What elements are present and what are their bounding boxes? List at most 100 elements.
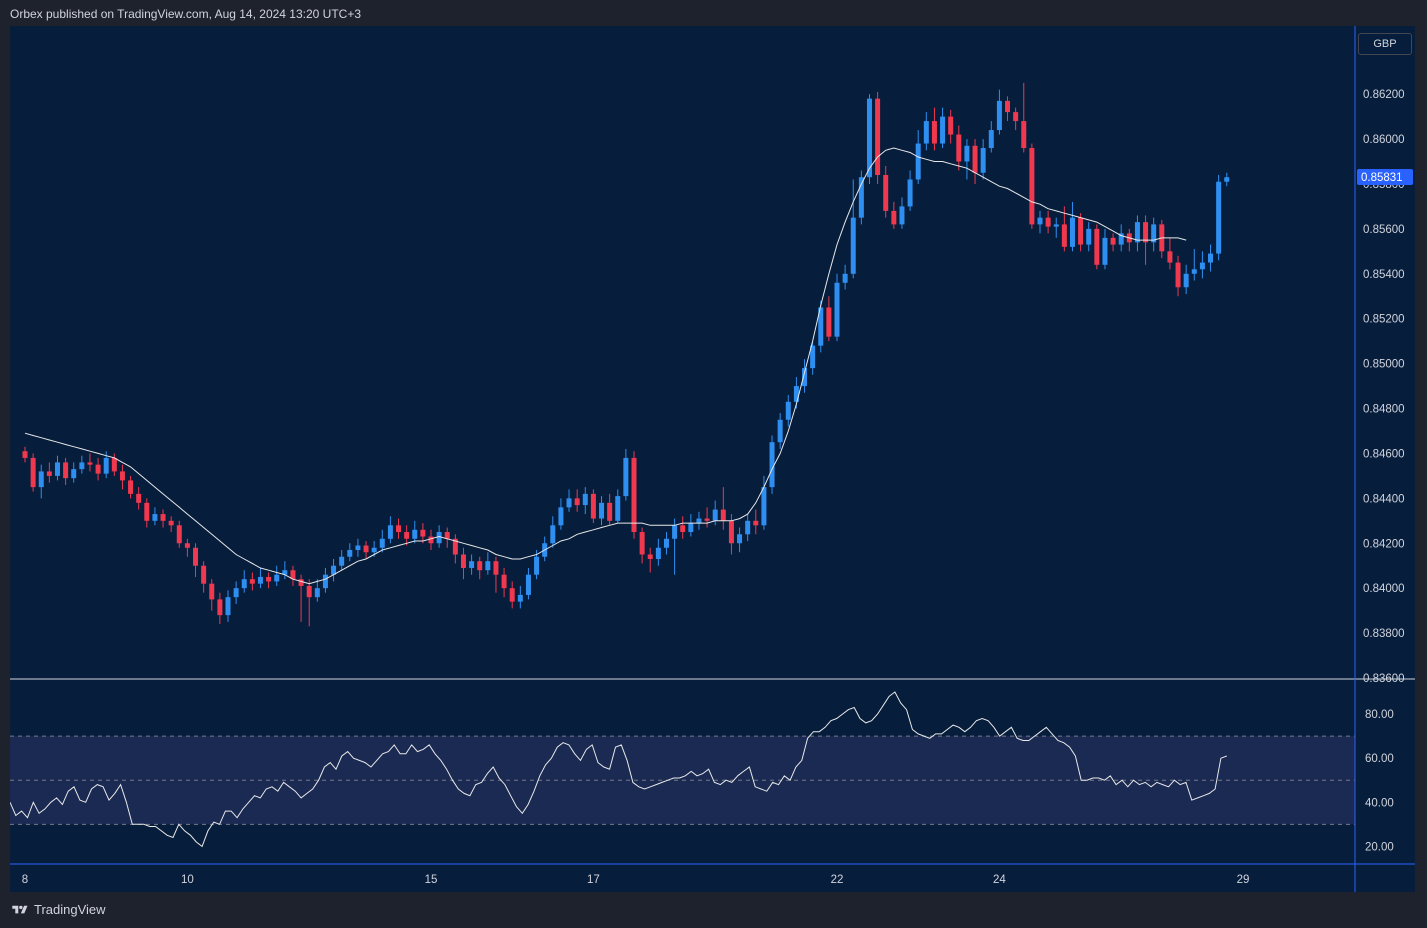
tradingview-logo-icon bbox=[12, 905, 28, 913]
candle-body bbox=[745, 520, 751, 535]
candle-body bbox=[623, 457, 629, 497]
candle-body bbox=[282, 570, 288, 575]
candle-body bbox=[233, 588, 239, 598]
candle-body bbox=[980, 148, 986, 173]
candle-body bbox=[95, 464, 101, 474]
candle-body bbox=[696, 518, 702, 524]
candle-body bbox=[534, 556, 540, 575]
candle-body bbox=[225, 597, 231, 616]
candle-body bbox=[907, 179, 913, 207]
candle-body bbox=[1053, 224, 1059, 227]
candle-body bbox=[988, 130, 994, 149]
candle-body bbox=[71, 469, 77, 479]
candle-body bbox=[1191, 269, 1197, 274]
candle-body bbox=[404, 532, 410, 539]
candle-body bbox=[274, 574, 280, 582]
candle-body bbox=[931, 121, 937, 144]
candle-body bbox=[1110, 237, 1116, 245]
candle-body bbox=[1013, 112, 1019, 122]
candle-body bbox=[631, 457, 637, 533]
time-tick-label: 29 bbox=[1237, 874, 1250, 886]
candle-body bbox=[615, 496, 621, 521]
time-axis: 8101517222429Aug5712141921 bbox=[22, 874, 1250, 886]
chart-canvas[interactable]: 0.862000.860000.858000.856000.854000.852… bbox=[10, 26, 1415, 892]
candle-body bbox=[639, 532, 645, 555]
candle-body bbox=[428, 536, 434, 544]
candle-body bbox=[793, 386, 799, 402]
candle-body bbox=[1134, 222, 1140, 243]
candle-body bbox=[436, 532, 442, 544]
rsi-tick-label: 20.00 bbox=[1365, 841, 1394, 853]
candle-body bbox=[688, 523, 694, 533]
candle-body bbox=[412, 529, 418, 539]
candle-body bbox=[1037, 217, 1043, 225]
candle-body bbox=[54, 462, 60, 476]
candle-body bbox=[1167, 251, 1173, 263]
candle-body bbox=[525, 574, 531, 595]
chart-frame[interactable]: 0.862000.860000.858000.856000.854000.852… bbox=[10, 26, 1415, 892]
candle-body bbox=[704, 518, 710, 521]
candle-body bbox=[1199, 262, 1205, 270]
candle-body bbox=[1078, 217, 1084, 245]
candle-body bbox=[1069, 217, 1075, 247]
candle-body bbox=[948, 116, 954, 135]
candle-body bbox=[266, 576, 272, 582]
candle-body bbox=[1094, 228, 1100, 265]
candle-body bbox=[485, 561, 491, 571]
current-price-label: 0.85831 bbox=[1361, 172, 1403, 184]
candle-body bbox=[168, 520, 174, 526]
candle-body bbox=[663, 538, 669, 548]
candle-body bbox=[477, 561, 483, 571]
candle-body bbox=[452, 538, 458, 555]
candle-body bbox=[38, 471, 44, 488]
rsi-line bbox=[10, 691, 1227, 848]
candle-body bbox=[144, 502, 150, 521]
candle-body bbox=[1143, 222, 1149, 243]
candle-body bbox=[87, 462, 93, 465]
candle-body bbox=[875, 98, 881, 175]
candle-body bbox=[915, 143, 921, 180]
candle-body bbox=[160, 514, 166, 521]
candle-body bbox=[858, 177, 864, 218]
price-tick-label: 0.84600 bbox=[1363, 448, 1405, 460]
candle-body bbox=[672, 525, 678, 539]
rsi-tick-label: 80.00 bbox=[1365, 709, 1394, 721]
time-tick-label: 10 bbox=[181, 874, 194, 886]
candle-body bbox=[201, 565, 207, 584]
price-tick-label: 0.85400 bbox=[1363, 269, 1405, 281]
rsi-tick-label: 60.00 bbox=[1365, 753, 1394, 765]
candle-body bbox=[1045, 217, 1051, 227]
candle-body bbox=[834, 282, 840, 337]
currency-button[interactable]: GBP bbox=[1358, 33, 1412, 55]
candle-body bbox=[420, 529, 426, 537]
candle-body bbox=[1216, 181, 1222, 254]
moving-average-line bbox=[24, 147, 1187, 585]
tradingview-brand-text: TradingView bbox=[34, 902, 106, 917]
candle-body bbox=[680, 525, 686, 533]
candle-body bbox=[802, 368, 808, 387]
candle-body bbox=[582, 493, 588, 506]
candle-body bbox=[1151, 224, 1157, 243]
candle-body bbox=[1175, 262, 1181, 288]
candle-body bbox=[712, 509, 718, 521]
candle-body bbox=[331, 565, 337, 575]
candle-body bbox=[899, 206, 905, 225]
candle-body bbox=[1224, 177, 1230, 182]
candle-body bbox=[720, 509, 726, 521]
candle-body bbox=[103, 457, 109, 474]
current-price-tag bbox=[1357, 169, 1413, 186]
candle-body bbox=[339, 556, 345, 566]
candle-body bbox=[184, 543, 190, 548]
candle-body bbox=[30, 457, 36, 488]
candle-body bbox=[136, 493, 142, 503]
tradingview-logo[interactable]: TradingView bbox=[10, 902, 106, 917]
candle-body bbox=[1102, 237, 1108, 265]
price-tick-label: 0.84800 bbox=[1363, 404, 1405, 416]
candle-body bbox=[469, 561, 475, 568]
rsi-band-group bbox=[10, 735, 1355, 825]
price-axis: 0.862000.860000.858000.856000.854000.852… bbox=[1357, 89, 1413, 685]
candle-body bbox=[728, 520, 734, 544]
price-tick-label: 0.84200 bbox=[1363, 538, 1405, 550]
price-tick-label: 0.85600 bbox=[1363, 224, 1405, 236]
price-tick-label: 0.86200 bbox=[1363, 89, 1405, 101]
